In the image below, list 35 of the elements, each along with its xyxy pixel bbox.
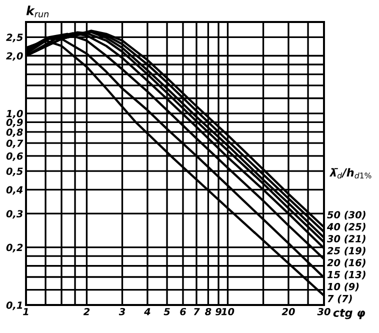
x-tick-label: 2 bbox=[83, 308, 90, 316]
legend-title: λ̄$_{d}$/h$_{d1%}$ bbox=[329, 168, 372, 178]
y-tick-label: 2,5 bbox=[6, 34, 23, 42]
y-tick-label: 0,2 bbox=[6, 244, 23, 252]
x-tick-label: 9 bbox=[216, 308, 222, 316]
y-tick-label: 0,1 bbox=[6, 301, 22, 310]
series-label: 25 (19) bbox=[327, 246, 366, 256]
series-label: 40 (25) bbox=[326, 222, 366, 232]
x-tick-label: 6 bbox=[180, 308, 186, 316]
y-tick-label: 0,4 bbox=[6, 186, 23, 195]
series-label: 30 (21) bbox=[326, 234, 366, 244]
x-tick-label: 8 bbox=[205, 308, 212, 316]
y-tick-label: 0,5 bbox=[6, 168, 23, 176]
y-tick-label: 0,6 bbox=[6, 152, 23, 161]
y-tick-label: 0,7 bbox=[6, 140, 24, 148]
x-tick-label: 1 bbox=[23, 308, 28, 316]
series-label: 20 (16) bbox=[327, 258, 366, 268]
x-axis-title: ctg φ bbox=[333, 308, 366, 320]
series-label: 50 (30) bbox=[327, 210, 366, 220]
y-tick-label: 0,9 bbox=[6, 118, 23, 128]
y-axis-title: k$_{run}$ bbox=[26, 6, 49, 18]
y-tick-label: 2,0 bbox=[6, 52, 23, 61]
x-tick-label: 5 bbox=[164, 308, 170, 316]
x-tick-label: 7 bbox=[194, 308, 200, 316]
y-tick-label: 0,3 bbox=[6, 210, 23, 219]
x-tick-label: 10 bbox=[221, 308, 234, 316]
x-tick-label: 30 bbox=[317, 308, 330, 316]
series-label: 10 (9) bbox=[327, 282, 359, 292]
x-tick-label: 20 bbox=[282, 308, 295, 316]
x-tick-label: 3 bbox=[118, 308, 126, 316]
y-tick-label: 1,0 bbox=[6, 110, 23, 118]
y-tick-label: 0,8 bbox=[6, 128, 23, 138]
series-label: 7 (7) bbox=[328, 294, 352, 304]
x-tick-label: 4 bbox=[144, 308, 150, 316]
series-label: 15 (13) bbox=[327, 270, 366, 280]
